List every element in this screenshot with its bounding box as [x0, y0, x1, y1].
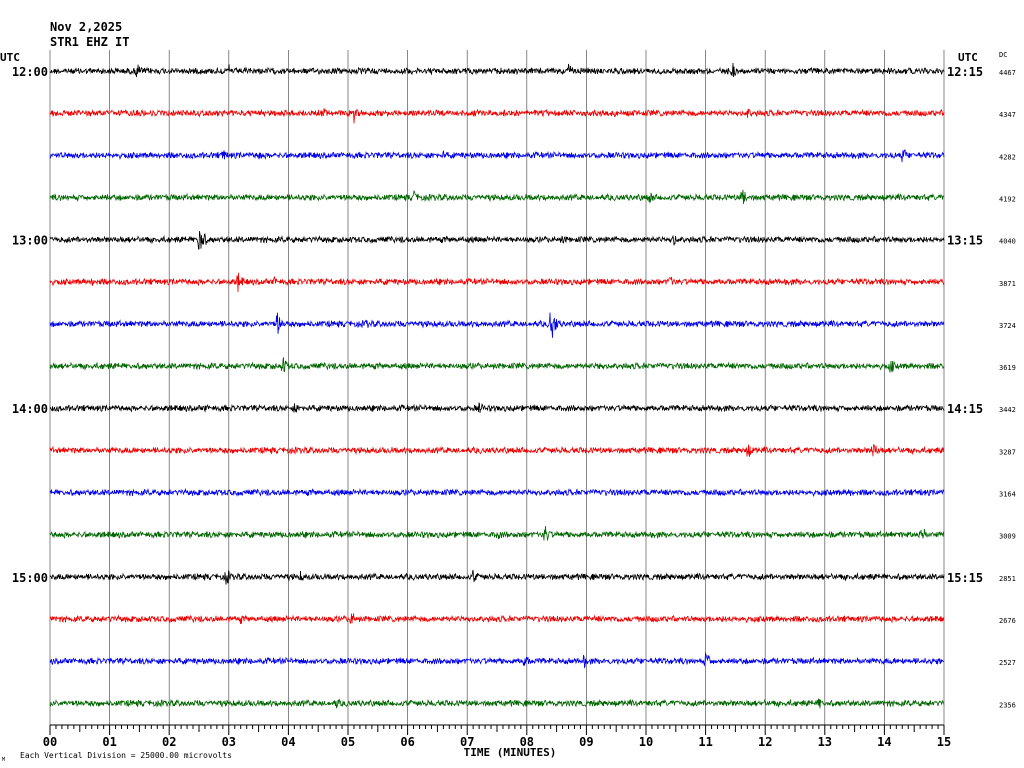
time-label-left: 12:00	[12, 65, 48, 79]
time-label-left: 13:00	[12, 234, 48, 248]
time-label-right: 14:15	[947, 402, 983, 416]
time-axis: 00 01 02 03 04 05 06 07 08 09 10 11 12 13 14 15	[43, 724, 951, 749]
seismic-trace	[49, 487, 945, 498]
scale-note: Each Vertical Division = 25000.00 microv…	[20, 751, 232, 760]
seismic-trace	[49, 569, 945, 585]
dc-value: 4347	[999, 111, 1016, 119]
dc-value: 2356	[999, 701, 1016, 709]
x-tick-label: 05	[341, 735, 355, 749]
x-tick-label: 10	[639, 735, 653, 749]
seismic-trace	[49, 444, 945, 457]
x-axis-label: TIME (MINUTES)	[464, 746, 557, 759]
trace-group	[49, 62, 945, 709]
x-tick-label: 04	[281, 735, 295, 749]
seismic-trace	[49, 312, 945, 338]
x-tick-label: 12	[758, 735, 772, 749]
station-code: STR1 EHZ IT	[50, 35, 129, 49]
x-tick-label: 08	[520, 735, 534, 749]
x-tick-label: 14	[877, 735, 891, 749]
dc-value: 3287	[999, 448, 1016, 456]
time-label-left: 14:00	[12, 402, 48, 416]
dc-value: 2851	[999, 575, 1016, 583]
seismic-trace	[49, 148, 945, 163]
dc-value: 2527	[999, 659, 1016, 667]
dc-value: 4192	[999, 195, 1016, 203]
utc-label-right: UTC	[958, 51, 978, 64]
time-label-right: 15:15	[947, 571, 983, 585]
dc-value: 2676	[999, 617, 1016, 625]
x-tick-label: 02	[162, 735, 176, 749]
seismic-trace	[49, 613, 945, 625]
seismic-trace	[49, 108, 945, 124]
time-grid	[49, 50, 945, 725]
dc-value: 3724	[999, 322, 1016, 330]
recording-date: Nov 2,2025	[50, 20, 122, 34]
x-tick-label: 06	[400, 735, 414, 749]
x-tick-label: 03	[222, 735, 236, 749]
row-labels: 4467 4347 4282 4192 4040 3871 3724 3619 3442 3287…	[12, 65, 1016, 709]
seismic-trace	[49, 525, 945, 541]
x-tick-label: 09	[579, 735, 593, 749]
dc-value: 4040	[999, 238, 1016, 246]
dc-value: 4282	[999, 153, 1016, 161]
x-tick-label: 15	[937, 735, 951, 749]
seismic-trace	[49, 698, 945, 709]
seismic-trace	[49, 230, 945, 250]
dc-value: 4467	[999, 69, 1016, 77]
dc-value: 3442	[999, 406, 1016, 414]
time-label-left: 15:00	[12, 571, 48, 585]
utc-label-left: UTC	[0, 51, 20, 64]
x-tick-label: 07	[460, 735, 474, 749]
dc-value: 3619	[999, 364, 1016, 372]
x-tick-label: 13	[818, 735, 832, 749]
x-tick-label: 01	[102, 735, 116, 749]
seismic-trace	[49, 652, 945, 669]
seismic-trace	[49, 402, 945, 413]
dc-value: 3871	[999, 280, 1016, 288]
seismic-trace	[49, 189, 945, 205]
seismic-trace	[49, 272, 945, 293]
corner-mark: M	[2, 757, 5, 763]
x-tick-label: 00	[43, 735, 57, 749]
dc-header: DC	[999, 51, 1007, 59]
time-label-right: 13:15	[947, 234, 983, 248]
seismic-trace	[49, 62, 945, 78]
time-label-right: 12:15	[947, 65, 983, 79]
seismic-trace	[49, 357, 945, 373]
dc-value: 3164	[999, 491, 1016, 499]
dc-value: 3009	[999, 533, 1016, 541]
x-tick-label: 11	[698, 735, 712, 749]
